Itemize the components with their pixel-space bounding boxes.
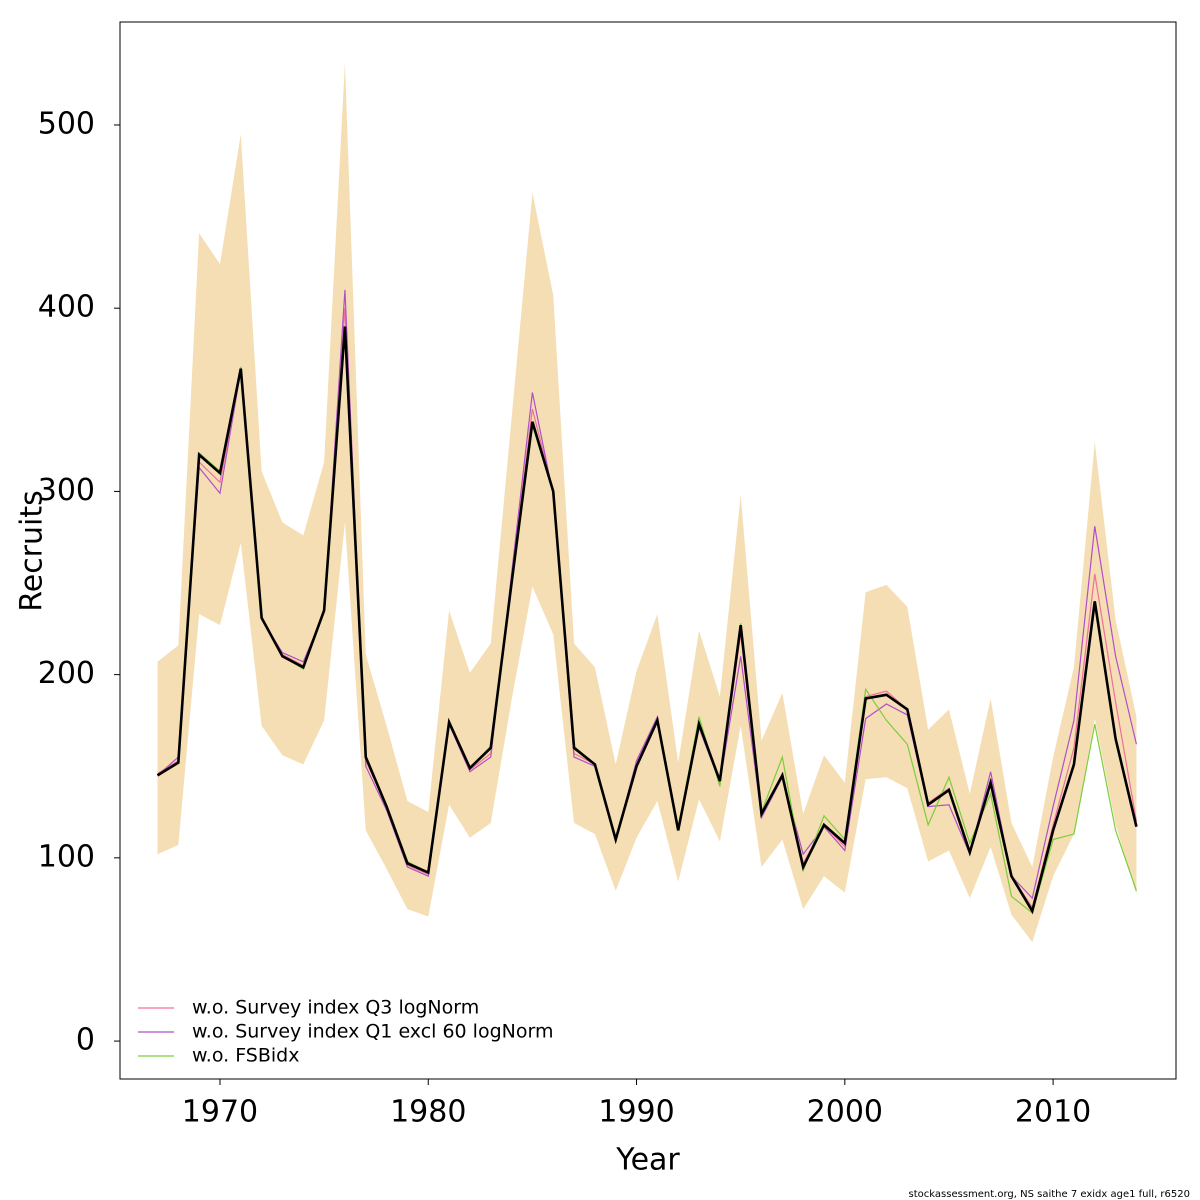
y-axis-label: Recruits [15, 490, 50, 612]
x-tick-label: 1970 [182, 1095, 258, 1130]
y-tick-label: 500 [38, 106, 95, 141]
x-tick-label: 1980 [390, 1095, 466, 1130]
x-tick-label: 1990 [598, 1095, 674, 1130]
y-tick-label: 100 [38, 839, 95, 874]
y-tick-label: 400 [38, 290, 95, 325]
legend-label: w.o. Survey index Q1 excl 60 logNorm [192, 1021, 553, 1043]
x-tick-label: 2000 [807, 1095, 883, 1130]
y-tick-label: 200 [38, 656, 95, 691]
y-tick-label: 300 [38, 473, 95, 508]
plot-frame [119, 21, 1177, 1080]
estimate-line [156, 326, 1138, 915]
y-tick-label: 0 [76, 1023, 95, 1058]
legend-label: w.o. FSBidx [192, 1045, 299, 1067]
legend-label: w.o. Survey index Q3 logNorm [192, 997, 479, 1019]
confidence-band [157, 62, 1137, 943]
footer: stockassessment.org, NS saithe 7 exidx a… [909, 1189, 1190, 1200]
x-tick-label: 2010 [1015, 1095, 1091, 1130]
x-axis-label: Year [615, 1143, 680, 1178]
